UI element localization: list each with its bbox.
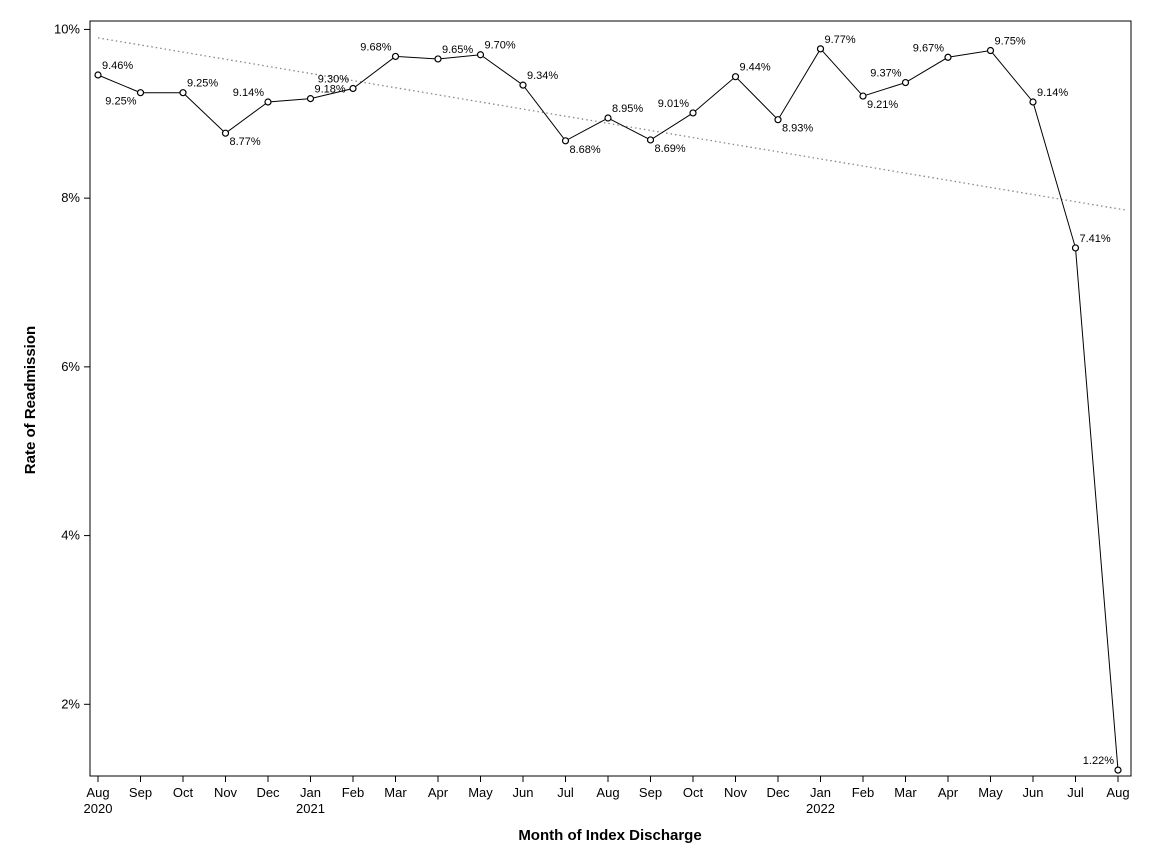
data-point xyxy=(221,129,230,137)
data-label: 1.22% xyxy=(1083,755,1114,767)
data-point xyxy=(604,114,612,122)
data-label: 8.68% xyxy=(570,144,601,156)
y-tick-label: 4% xyxy=(61,528,80,543)
y-axis: 2% 4% 6% 8% 10% xyxy=(54,21,90,711)
data-point xyxy=(561,137,570,145)
y-tick-label: 8% xyxy=(61,190,80,205)
x-tick-label: Jan xyxy=(300,785,321,800)
data-points xyxy=(94,45,1122,774)
data-point xyxy=(349,84,357,93)
x-tick-label: Oct xyxy=(683,785,704,800)
x-tick-label: May xyxy=(468,785,493,800)
x-tick-label: Dec xyxy=(766,785,790,800)
data-label: 8.93% xyxy=(782,123,813,135)
data-label: 9.77% xyxy=(825,34,856,46)
data-point xyxy=(94,71,102,79)
data-label: 9.25% xyxy=(187,78,218,90)
data-point xyxy=(476,51,485,59)
data-point xyxy=(774,116,782,124)
data-label: 7.41% xyxy=(1080,233,1111,245)
x-tick-label: Feb xyxy=(852,785,874,800)
data-point xyxy=(1114,766,1122,774)
data-label: 9.70% xyxy=(485,40,516,52)
x-tick-label: Nov xyxy=(724,785,748,800)
data-point xyxy=(519,81,527,89)
x-tick-label: Nov xyxy=(214,785,238,800)
data-label: 9.21% xyxy=(867,99,898,111)
x-tick-label: Dec xyxy=(256,785,280,800)
data-point xyxy=(434,55,442,63)
data-label: 9.65% xyxy=(442,44,473,56)
x-tick-label: Aug xyxy=(86,785,109,800)
data-point xyxy=(1029,98,1037,106)
x-year-label: 2021 xyxy=(296,801,325,816)
data-point xyxy=(264,98,272,106)
y-tick-label: 2% xyxy=(61,696,80,711)
x-year-label: 2022 xyxy=(806,801,835,816)
x-tick-label: Mar xyxy=(894,785,917,800)
x-tick-label: Feb xyxy=(342,785,364,800)
data-label: 9.14% xyxy=(233,87,264,99)
x-year-label: 2020 xyxy=(84,801,113,816)
data-point xyxy=(944,53,952,61)
x-tick-label: Jan xyxy=(810,785,831,800)
trend-line xyxy=(97,37,1126,211)
data-label: 8.77% xyxy=(230,136,261,148)
data-point xyxy=(179,89,187,97)
data-point xyxy=(986,46,995,55)
y-tick-label: 6% xyxy=(61,359,80,374)
data-label: 9.37% xyxy=(870,68,901,80)
data-labels: 9.46% 9.25% 9.25% 8.77% 9.14% 9.18%9.30% 9.68%… xyxy=(102,34,1114,767)
x-tick-label: May xyxy=(978,785,1003,800)
data-label: 9.68% xyxy=(360,41,391,53)
data-label: 9.34% xyxy=(527,70,558,82)
data-point xyxy=(136,89,145,97)
x-tick-label: Sep xyxy=(129,785,152,800)
data-label: 9.01% xyxy=(658,98,689,110)
data-point xyxy=(306,95,315,103)
x-tick-label: Aug xyxy=(596,785,619,800)
x-tick-label: Jul xyxy=(1067,785,1084,800)
data-label: 8.69% xyxy=(655,143,686,155)
plot-frame xyxy=(89,20,1132,777)
data-point xyxy=(731,73,740,81)
data-point xyxy=(859,92,867,100)
x-tick-label: Sep xyxy=(639,785,662,800)
data-point xyxy=(816,45,825,53)
data-point xyxy=(646,136,655,144)
x-tick-label: Jul xyxy=(557,785,574,800)
series-line xyxy=(97,48,1119,771)
x-tick-label: Jun xyxy=(1023,785,1044,800)
data-label: 9.67% xyxy=(913,42,944,54)
x-axis: Aug Sep Oct Nov Dec Jan Feb Mar Apr May Jun Jul Aug S… xyxy=(84,776,1130,816)
data-label: 8.95% xyxy=(612,103,643,115)
x-tick-label: Oct xyxy=(173,785,194,800)
data-label: 9.46% xyxy=(102,60,133,72)
x-axis-title: Month of Index Discharge xyxy=(518,827,701,844)
data-label: 9.18% xyxy=(315,84,346,96)
data-label: 9.44% xyxy=(740,62,771,74)
data-point xyxy=(1071,244,1080,252)
data-label: 9.14% xyxy=(1037,87,1068,99)
x-tick-label: Apr xyxy=(938,785,959,800)
data-point xyxy=(391,52,400,61)
y-tick-label: 10% xyxy=(54,21,80,36)
x-tick-label: Jun xyxy=(513,785,534,800)
x-tick-label: Apr xyxy=(428,785,449,800)
data-point xyxy=(689,109,697,117)
x-tick-label: Aug xyxy=(1106,785,1129,800)
data-label: 9.75% xyxy=(995,36,1026,48)
data-label: 9.30% xyxy=(318,73,349,85)
data-point xyxy=(901,78,910,87)
x-tick-label: Mar xyxy=(384,785,407,800)
data-label: 9.25% xyxy=(105,96,136,108)
y-axis-title: Rate of Readmission xyxy=(22,326,39,474)
